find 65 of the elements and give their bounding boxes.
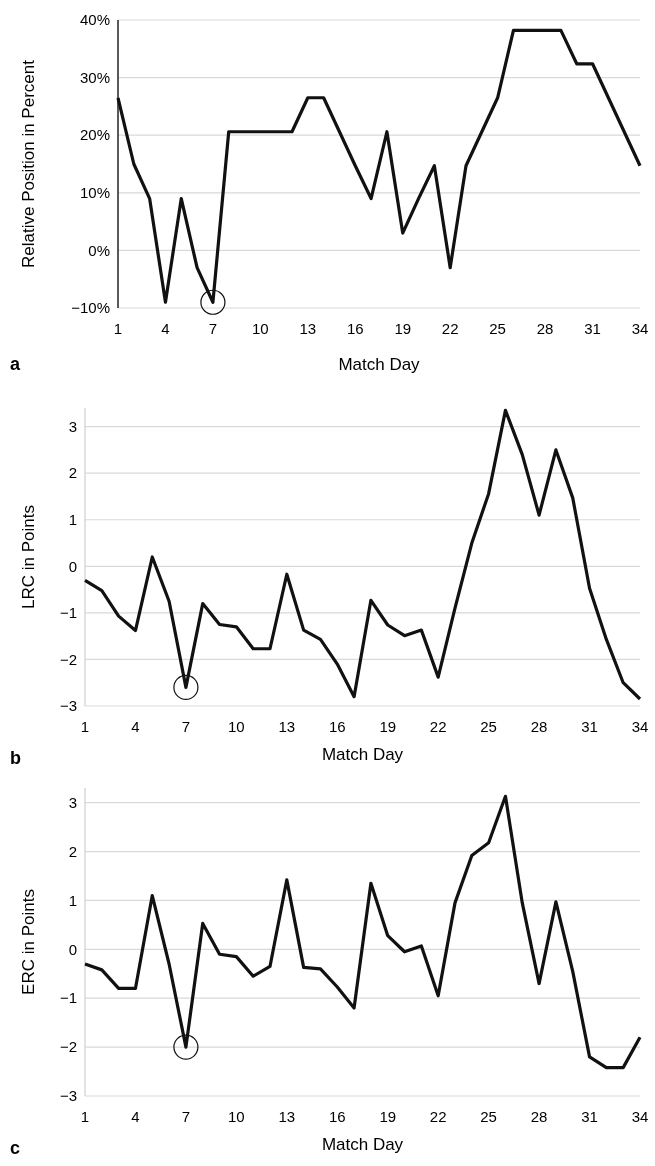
x-tick-label: 4	[131, 718, 140, 735]
line-series	[83, 794, 642, 1070]
x-tick-label: 22	[429, 1108, 447, 1125]
x-tick-label: 19	[394, 320, 412, 337]
x-tick-label: 34	[631, 1108, 649, 1125]
x-tick-label: 13	[299, 320, 317, 337]
x-tick-label: 16	[328, 1108, 346, 1125]
text: a	[10, 354, 21, 374]
y-tick-label: 30%	[79, 68, 110, 86]
x-tick-label: 25	[489, 320, 506, 337]
y-tick-label: 0	[68, 557, 77, 575]
x-axis-title: Match Day	[321, 745, 404, 764]
x-tick-label: 4	[131, 1108, 140, 1125]
text: c	[10, 1138, 21, 1158]
x-tick-label: 28	[536, 320, 554, 337]
x-tick-label: 1	[113, 320, 123, 337]
y-tick-label: 3	[68, 793, 77, 811]
x-tick-label: 28	[530, 718, 548, 735]
x-tick-label: 34	[631, 718, 649, 735]
y-axis-title: ERC in Points	[19, 889, 38, 995]
x-tick-label: 28	[530, 1108, 548, 1125]
x-tick-label: 31	[584, 320, 601, 337]
x-tick-label: 7	[208, 320, 218, 337]
x-axis-title: Match Day	[321, 1135, 404, 1154]
y-axis-title: Relative Position in Percent	[19, 59, 38, 268]
x-tick-label: 34	[631, 320, 649, 337]
y-tick-label: 2	[68, 464, 77, 482]
x-tick-label: 10	[228, 718, 245, 735]
y-tick-label: 20%	[79, 126, 110, 144]
x-tick-label: 13	[278, 1108, 296, 1125]
y-axis-title: LRC in Points	[19, 505, 38, 609]
x-tick-label: 7	[181, 1108, 191, 1125]
x-tick-label: 13	[278, 718, 296, 735]
x-tick-label: 22	[441, 320, 459, 337]
x-tick-label: 4	[161, 320, 170, 337]
line-series	[83, 408, 642, 701]
x-tick-label: 19	[379, 1108, 397, 1125]
y-tick-label: 2	[68, 842, 77, 860]
y-tick-label: 40%	[79, 11, 110, 29]
y-tick-label: 0	[68, 940, 77, 958]
y-tick-label: 0%	[88, 241, 110, 259]
x-tick-label: 25	[480, 718, 497, 735]
x-tick-label: 19	[379, 718, 397, 735]
y-tick-label: −3	[59, 697, 77, 715]
y-tick-label: 1	[68, 891, 77, 909]
x-tick-label: 16	[328, 718, 346, 735]
y-tick-label: −3	[59, 1087, 77, 1105]
y-tick-label: −10%	[71, 299, 110, 317]
x-axis-title: Match Day	[338, 355, 421, 374]
text: b	[10, 748, 21, 768]
y-tick-label: 1	[68, 511, 77, 528]
x-tick-label: 31	[581, 1108, 598, 1125]
y-tick-label: −1	[59, 604, 77, 622]
y-tick-label: −2	[59, 1038, 77, 1056]
x-tick-label: 10	[228, 1108, 245, 1125]
x-tick-label: 16	[346, 320, 364, 337]
y-tick-label: 10%	[79, 184, 110, 202]
x-tick-label: 25	[480, 1108, 497, 1125]
x-tick-label: 7	[181, 718, 191, 735]
y-tick-label: −2	[59, 650, 77, 668]
x-tick-label: 22	[429, 718, 447, 735]
y-tick-label: −1	[59, 989, 77, 1007]
x-tick-label: 10	[252, 320, 269, 337]
x-tick-label: 31	[581, 718, 598, 735]
y-tick-label: 3	[68, 417, 77, 435]
